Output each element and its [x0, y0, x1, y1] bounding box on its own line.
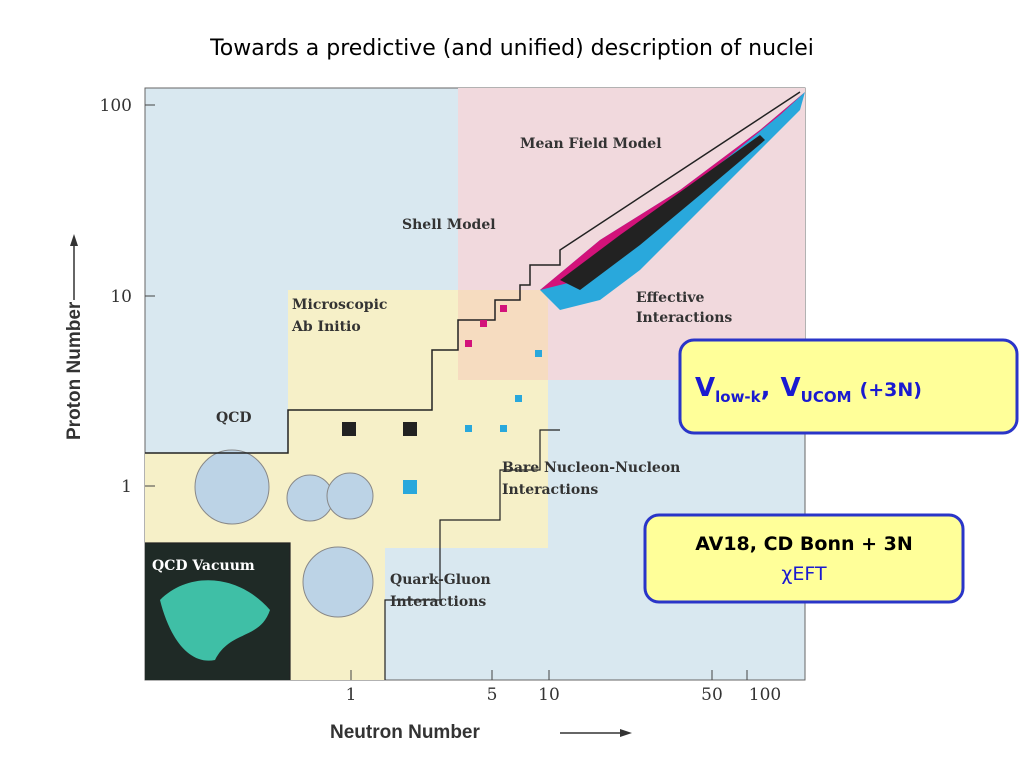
qcd-circle	[302, 546, 374, 618]
nuclide-group	[465, 305, 507, 347]
qcd-circle	[194, 449, 270, 525]
suffix: (+3N)	[860, 379, 922, 401]
region-label: QCD Vacuum	[152, 558, 255, 574]
x-tick-label: 50	[701, 685, 723, 705]
y-tick-label: 1	[121, 477, 132, 497]
x-tick-label: 1	[346, 685, 357, 705]
region-label: Quark-Gluon	[390, 572, 491, 588]
y-tick-label: 100	[100, 96, 132, 116]
qcd-circle	[286, 474, 334, 522]
region-label: Bare Nucleon-Nucleon	[502, 460, 680, 476]
x-tick-label: 10	[538, 685, 560, 705]
region-label: Interactions	[502, 482, 598, 498]
subscript: low-k	[715, 388, 762, 406]
region-label: Ab Initio	[291, 319, 361, 335]
x-tick-label: 5	[487, 685, 498, 705]
region-label: Interactions	[636, 310, 732, 326]
nuclide	[342, 422, 356, 436]
symbol: V	[695, 373, 715, 403]
vacuum-blob	[160, 580, 270, 661]
region-label: Microscopic	[292, 297, 387, 313]
symbol: V	[781, 373, 801, 403]
nuclide-band	[540, 92, 805, 290]
tick-marks	[145, 104, 748, 680]
qcd-circle	[326, 472, 374, 520]
region-label: QCD	[216, 410, 251, 426]
callout-text: Vlow-k, VUCOM (+3N)	[695, 373, 922, 406]
nuclide-group	[465, 350, 542, 432]
subscript: UCOM	[801, 388, 852, 406]
separator: ,	[761, 373, 771, 403]
y-tick-label: 10	[110, 287, 132, 307]
callout-box	[678, 338, 1019, 435]
y-axis-label: Proton Number	[64, 301, 85, 440]
overlap-region	[458, 290, 548, 380]
nuclide	[403, 480, 417, 494]
callout-text: AV18, CD Bonn + 3N	[695, 533, 913, 555]
region-label: Shell Model	[402, 217, 496, 233]
nuclide-band	[560, 135, 765, 290]
boundary-line	[145, 542, 291, 680]
y-axis-arrow-head	[70, 234, 78, 246]
x-axis-label: Neutron Number	[330, 722, 481, 743]
region-label: Effective	[636, 290, 705, 306]
slide-title: Towards a predictive (and unified) descr…	[209, 36, 814, 61]
region-label: Interactions	[390, 594, 486, 610]
x-axis-arrow-head	[620, 729, 632, 737]
boundary-line	[145, 91, 801, 454]
x-tick-label: 100	[749, 685, 781, 705]
callout-box	[643, 513, 965, 604]
callout-text: χEFT	[781, 563, 827, 585]
region-label: Mean Field Model	[520, 136, 662, 152]
boundary-line	[384, 429, 560, 680]
nuclide	[403, 422, 417, 436]
